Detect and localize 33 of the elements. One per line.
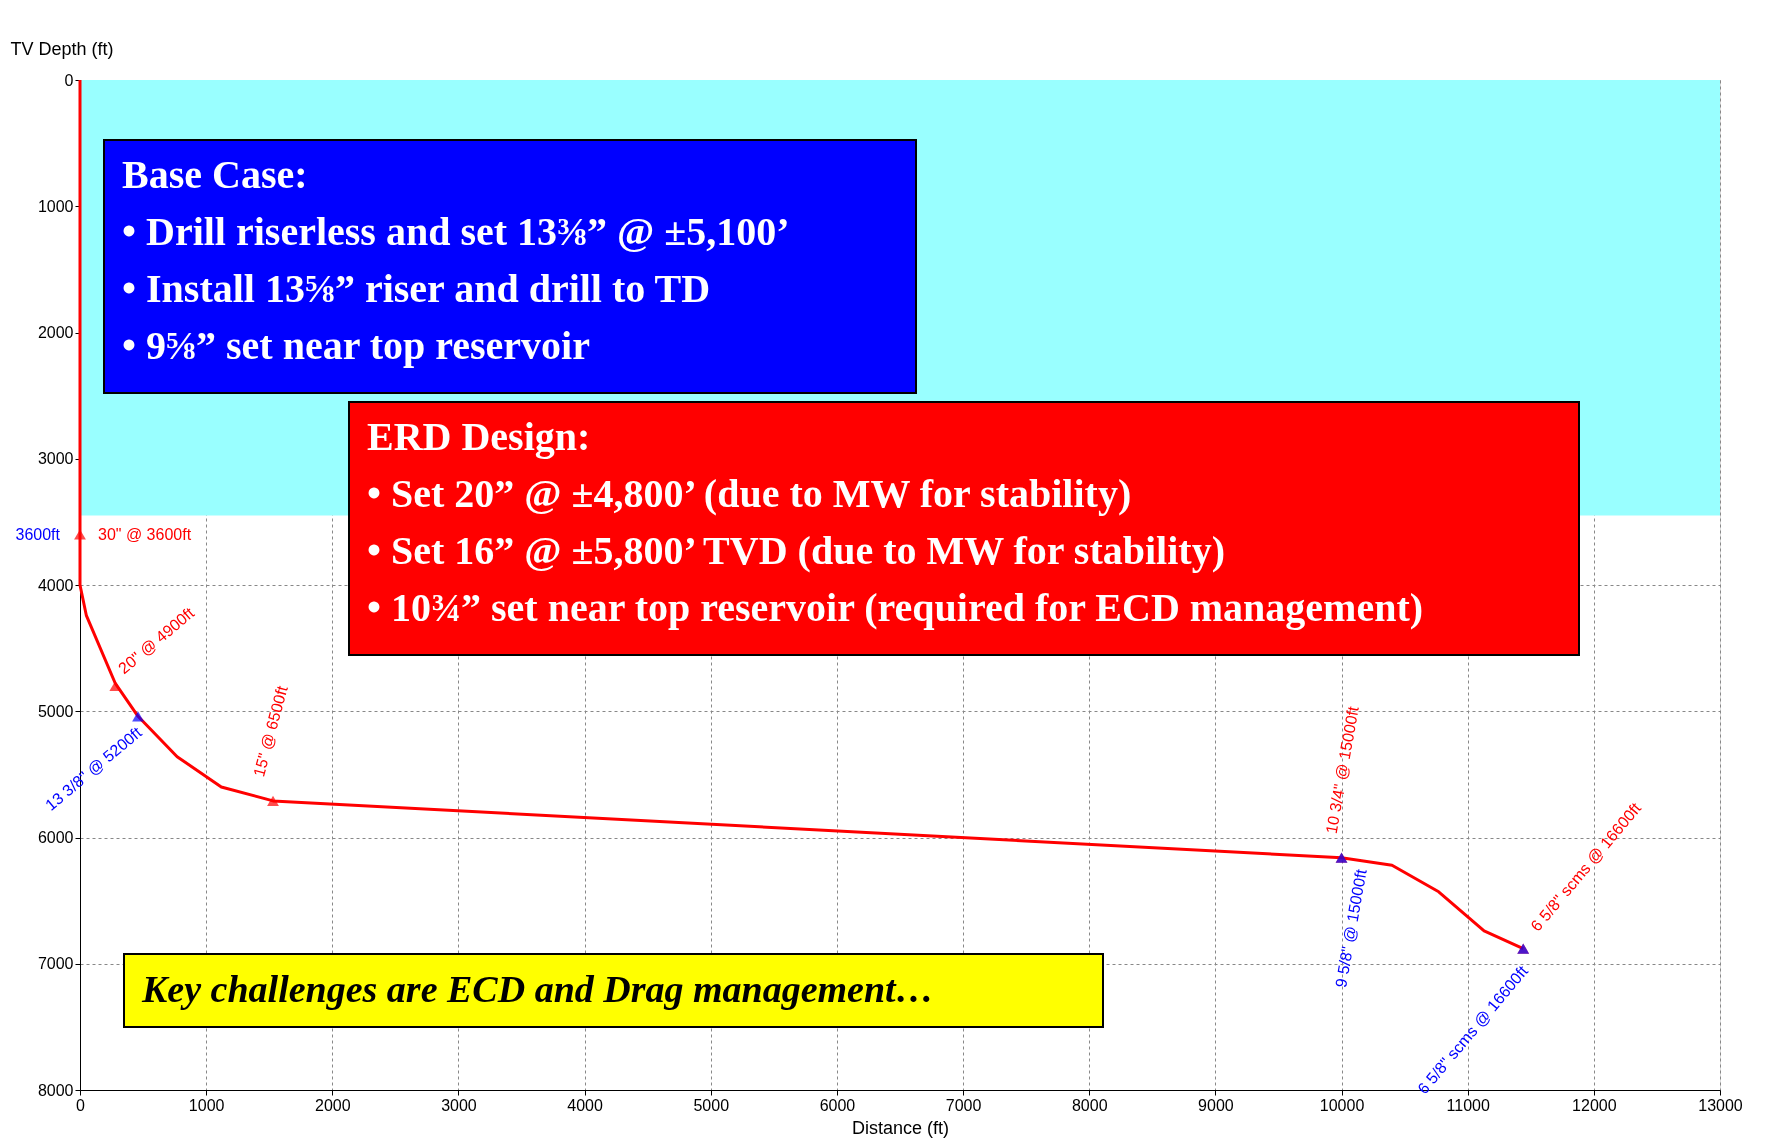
data-label: 10 3/4" @ 15000ft <box>1322 704 1362 835</box>
y-tick-label: 3000 <box>37 450 74 468</box>
y-axis-title: TV Depth (ft) <box>10 38 114 59</box>
y-tick-label: 1000 <box>37 197 74 215</box>
annotation: Base Case: • Drill riserless and set 13⅜” @ ±5,100’ • Install 13⅝” riser and drill to TD • 9⅝” set near top reservoir <box>122 152 790 368</box>
x-tick-label: 3000 <box>441 1096 477 1114</box>
x-tick-label: 6000 <box>819 1096 856 1114</box>
data-label: 15" @ 6500ft <box>250 683 291 779</box>
y-tick-label: 5000 <box>37 702 74 720</box>
y-tick-label: 7000 <box>37 955 74 973</box>
x-tick-label: 13000 <box>1698 1096 1743 1114</box>
y-tick-label: 8000 <box>37 1081 74 1099</box>
y-tick-label: 0 <box>64 71 74 89</box>
x-tick-label: 0 <box>76 1096 86 1114</box>
y-tick-label: 2000 <box>37 324 74 341</box>
y-tick-label: 6000 <box>37 829 74 846</box>
x-tick-label: 5000 <box>693 1096 730 1114</box>
x-axis-title: Distance (ft) <box>851 1117 950 1138</box>
x-tick-label: 11000 <box>1446 1096 1490 1114</box>
annotation: ERD Design: • Set 20” @ ±4,800’ (due to MW for stability) • Set 16” @ ±5,800’ TVD (due to MW for stability) • 10¾” set near top reservoir (required for ECD management) <box>367 414 1424 630</box>
data-label: 30" @ 3600ft <box>98 525 192 543</box>
y-tick-label: 4000 <box>37 576 74 594</box>
annotation: 3600ft <box>15 525 61 543</box>
x-tick-label: 8000 <box>1071 1096 1108 1114</box>
x-tick-label: 2000 <box>315 1096 351 1114</box>
x-tick-label: 7000 <box>945 1096 982 1114</box>
x-tick-label: 4000 <box>567 1096 604 1114</box>
x-tick-label: 1000 <box>188 1096 225 1114</box>
x-tick-label: 10000 <box>1319 1096 1365 1114</box>
x-tick-label: 9000 <box>1198 1096 1234 1114</box>
annotation: Key challenges are ECD and Drag management… <box>141 967 934 1010</box>
x-tick-label: 12000 <box>1572 1096 1617 1114</box>
data-label: 9 5/8" @ 15000ft <box>1332 867 1370 989</box>
